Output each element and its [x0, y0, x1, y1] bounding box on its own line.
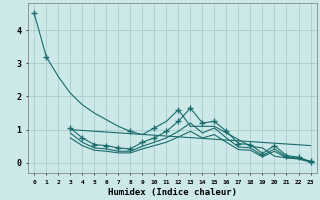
X-axis label: Humidex (Indice chaleur): Humidex (Indice chaleur)	[108, 188, 237, 197]
